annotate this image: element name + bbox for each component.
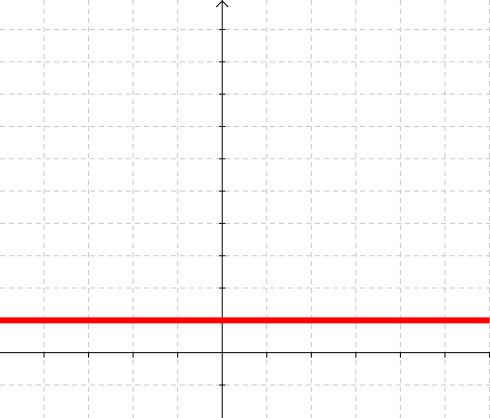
y-axis-arrow-icon [215,0,229,8]
